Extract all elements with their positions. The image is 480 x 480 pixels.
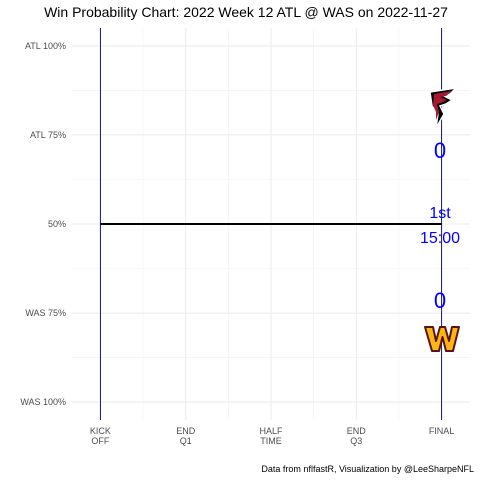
x-axis-tick-labels: KICK OFF END Q1 HALF TIME END Q3 FINAL — [90, 426, 454, 446]
y-axis-tick-labels: ATL 100% ATL 75% 50% WAS 75% WAS 100% — [20, 41, 66, 407]
x-tick-label: END Q3 — [347, 426, 367, 446]
commanders-logo — [424, 326, 460, 352]
game-clock: 15:00 — [420, 230, 460, 247]
y-tick-label: ATL 100% — [25, 41, 66, 51]
falcons-logo — [429, 86, 459, 129]
home-team-score: 0 — [434, 288, 446, 313]
y-tick-label: WAS 100% — [20, 397, 66, 407]
x-tick-label: KICK OFF — [90, 426, 111, 446]
x-tick-label: FINAL — [429, 426, 455, 436]
x-tick-label: END Q1 — [176, 426, 196, 446]
quarter-label: 1st — [429, 205, 451, 222]
chart-title: Win Probability Chart: 2022 Week 12 ATL … — [44, 4, 448, 20]
x-tick-label: HALF TIME — [259, 426, 283, 446]
y-tick-label: WAS 75% — [25, 308, 66, 318]
y-tick-label: ATL 75% — [30, 130, 66, 140]
away-team-score: 0 — [434, 138, 446, 163]
y-tick-label: 50% — [48, 219, 66, 229]
chart-caption: Data from nflfastR, Visualization by @Le… — [261, 464, 474, 474]
